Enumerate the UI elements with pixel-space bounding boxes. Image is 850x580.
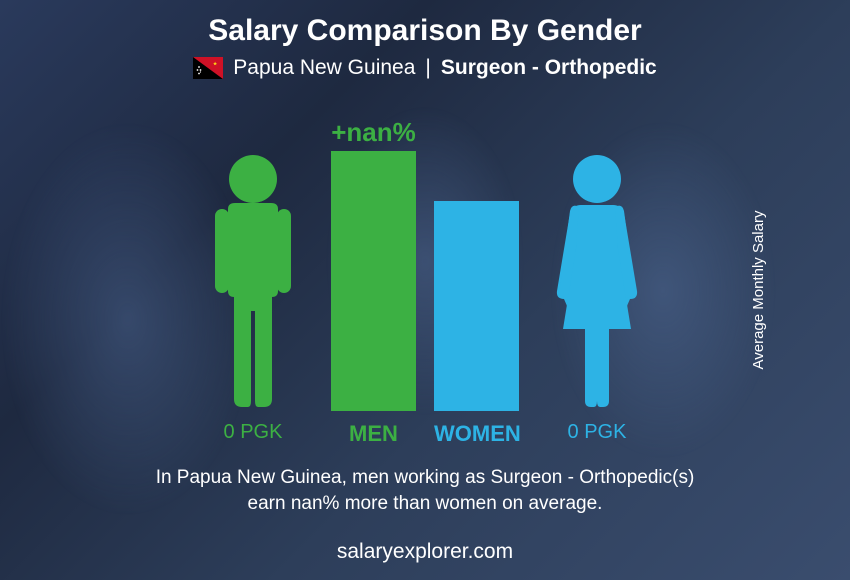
- women-bar: [434, 201, 519, 411]
- men-gender-label: MEN: [331, 421, 416, 447]
- png-flag-icon: [193, 57, 223, 79]
- male-person-icon: [193, 151, 313, 411]
- page-title: Salary Comparison By Gender: [208, 14, 641, 48]
- chart-area: +nan%: [0, 100, 850, 411]
- content-container: Salary Comparison By Gender Papua New Gu…: [0, 0, 850, 580]
- description-line2: earn nan% more than women on average.: [248, 493, 603, 514]
- job-label: Surgeon - Orthopedic: [441, 56, 657, 80]
- female-person-icon: [537, 151, 657, 411]
- y-axis-label: Average Monthly Salary: [750, 211, 767, 370]
- country-label: Papua New Guinea: [233, 56, 415, 80]
- description-text: In Papua New Guinea, men working as Surg…: [156, 465, 695, 518]
- men-value-label: 0 PGK: [193, 421, 313, 447]
- women-gender-label: WOMEN: [434, 421, 519, 447]
- delta-label: +nan%: [331, 117, 416, 148]
- footer-source: salaryexplorer.com: [337, 540, 513, 564]
- men-bar: +nan%: [331, 151, 416, 411]
- bottom-labels: 0 PGK MEN WOMEN 0 PGK: [0, 421, 850, 447]
- description-line1: In Papua New Guinea, men working as Surg…: [156, 467, 695, 488]
- subtitle: Papua New Guinea | Surgeon - Orthopedic: [193, 56, 656, 80]
- separator: |: [425, 56, 430, 80]
- women-value-label: 0 PGK: [537, 421, 657, 447]
